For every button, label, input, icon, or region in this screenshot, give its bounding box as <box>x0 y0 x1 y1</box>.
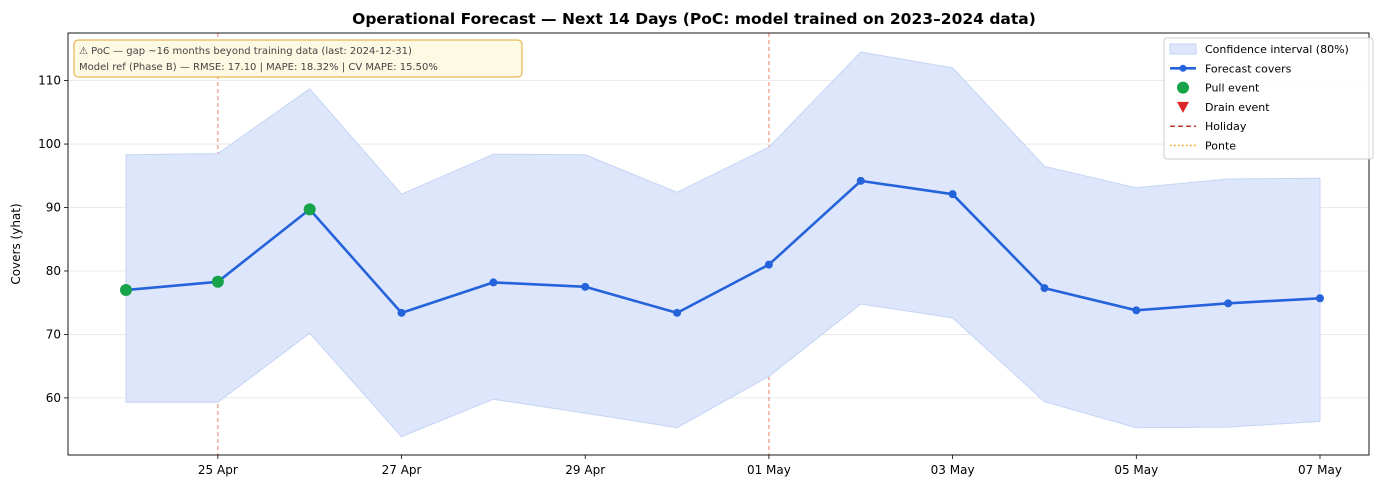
legend-swatch-drain <box>1177 101 1189 113</box>
y-tick-label: 80 <box>46 264 61 278</box>
annotation-line-2: Model ref (Phase B) — RMSE: 17.10 | MAPE… <box>79 62 438 73</box>
legend-item: Confidence interval (80%) <box>1169 43 1349 56</box>
x-tick-label: 07 May <box>1298 463 1342 477</box>
y-tick-label: 90 <box>46 201 61 215</box>
legend-label: Ponte <box>1205 140 1236 153</box>
y-tick-label: 70 <box>46 327 61 341</box>
x-tick-label: 05 May <box>1114 463 1158 477</box>
legend-item: Holiday <box>1170 120 1247 133</box>
forecast-series-line <box>125 179 1321 315</box>
legend-label: Holiday <box>1205 120 1247 133</box>
x-tick-label: 25 Apr <box>198 463 238 477</box>
plot-area <box>67 32 1370 456</box>
legend-swatch-band <box>1169 43 1197 55</box>
forecast-point <box>948 190 957 199</box>
annotation-line-1: ⚠ PoC — gap ~16 months beyond training d… <box>79 46 412 57</box>
x-tick-label: 01 May <box>747 463 791 477</box>
pull-event-marker <box>120 284 132 297</box>
forecast-point <box>397 308 406 317</box>
pull-event-marker <box>211 275 224 288</box>
forecast-point <box>1224 299 1233 308</box>
y-tick-label: 100 <box>38 137 61 151</box>
forecast-point <box>1316 294 1324 303</box>
y-tick-label: 110 <box>38 74 61 88</box>
legend: Confidence interval (80%) Forecast covers… <box>1163 37 1374 160</box>
legend-item: Pull event <box>1177 81 1260 95</box>
annotation-background <box>73 39 523 78</box>
confidence-band-area <box>125 51 1321 438</box>
event-markers <box>120 203 316 297</box>
x-tick-label: 03 May <box>931 463 975 477</box>
pull-event-marker <box>303 203 316 216</box>
x-axis: 25 Apr 27 Apr 29 Apr 01 May 03 May 05 May 07 M… <box>198 455 1342 477</box>
legend-item: Forecast covers <box>1170 62 1292 75</box>
forecast-point <box>856 176 865 185</box>
legend-frame <box>1163 37 1374 160</box>
legend-item: Ponte <box>1170 140 1236 153</box>
forecast-point <box>1132 306 1141 315</box>
forecast-point <box>1040 284 1049 293</box>
forecast-point <box>489 278 498 287</box>
forecast-point <box>581 282 590 291</box>
legend-label: Drain event <box>1205 101 1270 114</box>
legend-label: Pull event <box>1205 82 1260 95</box>
y-axis: 60 70 80 90 100 110 <box>38 74 68 405</box>
forecast-point <box>764 260 773 269</box>
x-tick-label: 29 Apr <box>565 463 605 477</box>
legend-label: Confidence interval (80%) <box>1205 43 1349 56</box>
chart-title: Operational Forecast — Next 14 Days (PoC… <box>352 10 1036 28</box>
annotation-box: ⚠ PoC — gap ~16 months beyond training d… <box>73 39 523 78</box>
legend-label: Forecast covers <box>1205 62 1292 75</box>
y-tick-label: 60 <box>46 391 61 405</box>
plot-frame <box>67 32 1370 456</box>
forecast-point <box>673 308 682 317</box>
confidence-band <box>125 51 1321 438</box>
x-tick-label: 27 Apr <box>382 463 422 477</box>
legend-swatch-point <box>1179 64 1187 72</box>
legend-swatch-pull <box>1177 81 1189 94</box>
legend-item: Drain event <box>1177 101 1270 114</box>
y-axis-label: Covers (yhat) <box>9 203 23 284</box>
